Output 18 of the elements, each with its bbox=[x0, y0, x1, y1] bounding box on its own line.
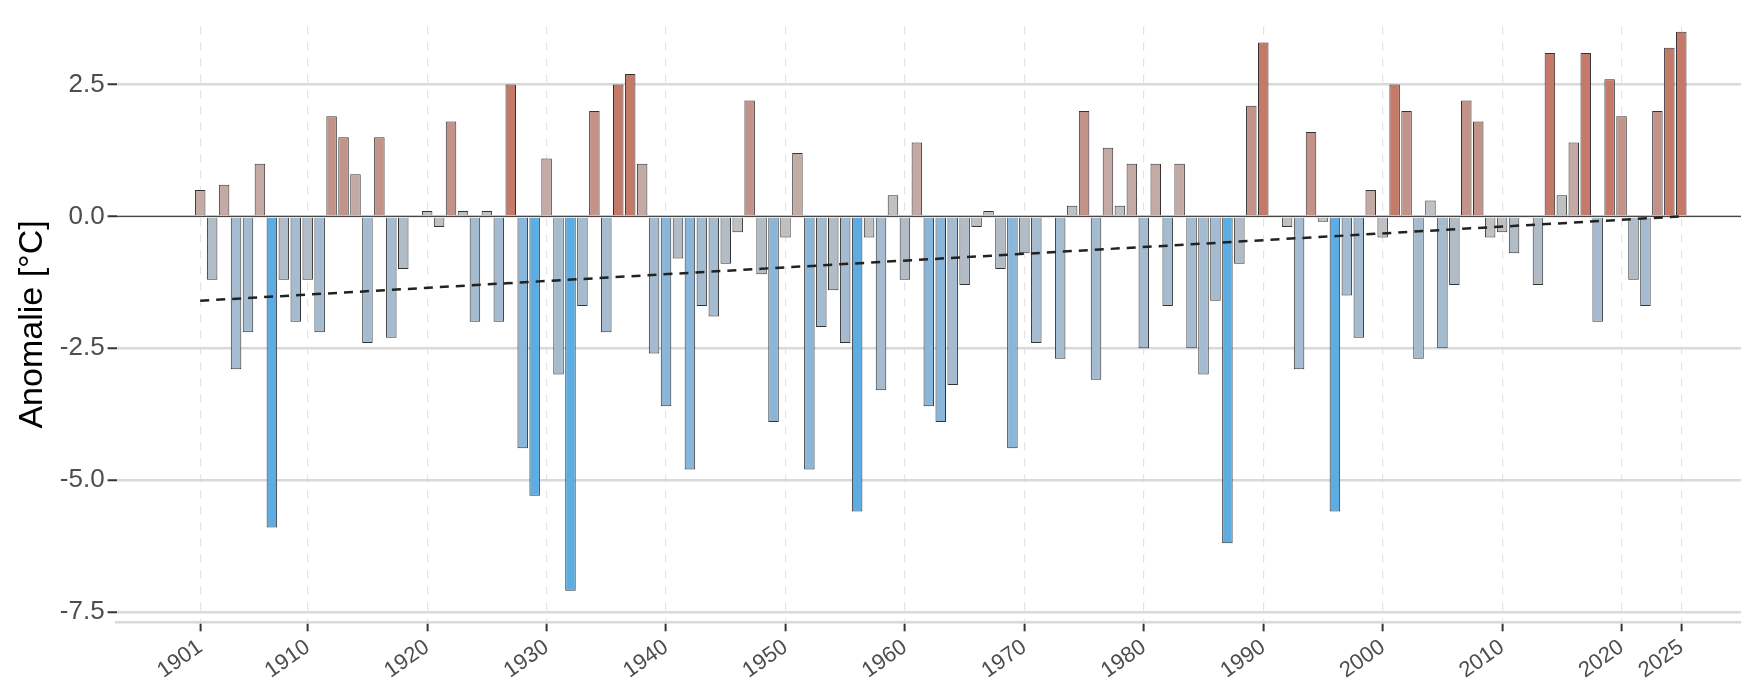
y-tick-label: -5.0 bbox=[59, 463, 105, 494]
x-tick-label: 1920 bbox=[379, 633, 434, 683]
x-tick-label: 1930 bbox=[498, 633, 553, 683]
y-axis-title: Anomalie [°C] bbox=[10, 220, 49, 429]
x-tick-label: 1910 bbox=[259, 633, 315, 683]
y-tick-label: 2.5 bbox=[68, 67, 105, 98]
x-tick-label: 1901 bbox=[152, 633, 207, 683]
y-tick-label: -2.5 bbox=[59, 331, 105, 362]
y-tick-label: -7.5 bbox=[59, 594, 105, 625]
y-tick-label: 0.0 bbox=[68, 199, 105, 230]
x-tick-label: 1940 bbox=[617, 633, 673, 683]
x-tick-label: 1980 bbox=[1095, 633, 1151, 683]
x-tick-label: 1960 bbox=[856, 633, 912, 683]
x-tick-label: 1970 bbox=[976, 633, 1031, 683]
x-tick-label: 2020 bbox=[1573, 633, 1628, 683]
x-tick-label: 1990 bbox=[1215, 633, 1270, 683]
x-tick-label: 1950 bbox=[737, 633, 792, 683]
x-tick-label: 2000 bbox=[1334, 633, 1390, 683]
